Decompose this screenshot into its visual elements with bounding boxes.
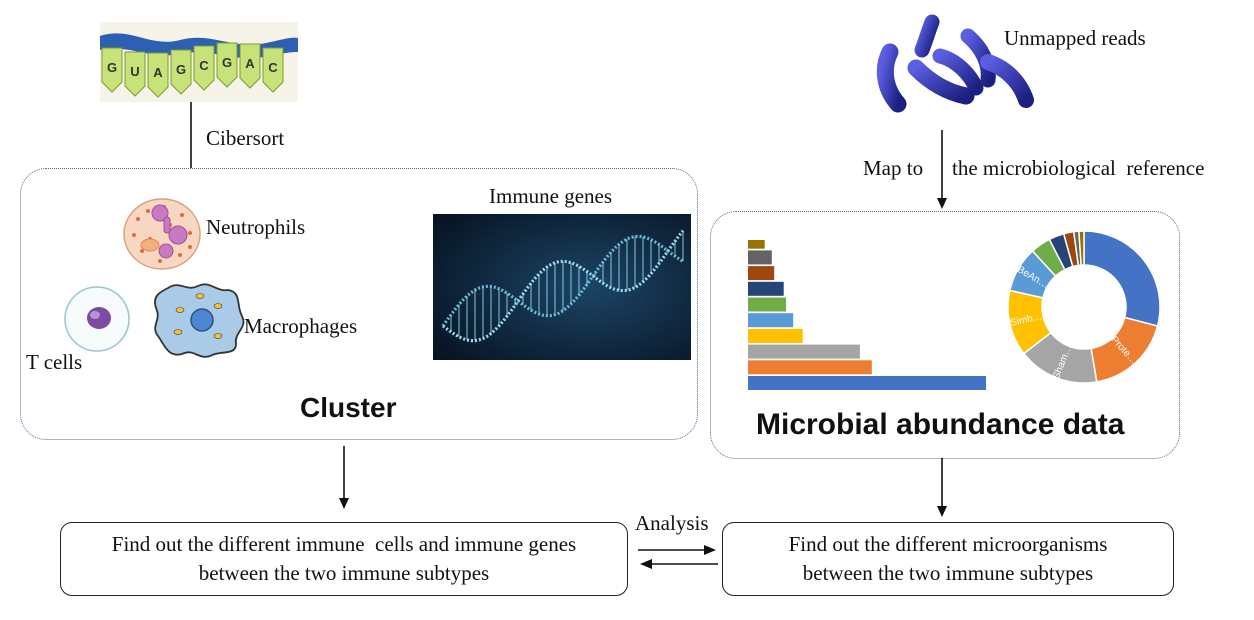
- bacteria-icon: [876, 14, 1034, 113]
- svg-text:G: G: [222, 55, 232, 70]
- donut-slice-9: [1078, 230, 1085, 266]
- rna-base-4: C: [193, 45, 215, 91]
- arrow-map-to: [937, 130, 947, 209]
- t-cells-label: T cells: [26, 350, 83, 374]
- svg-text:A: A: [153, 65, 163, 80]
- svg-text:C: C: [199, 58, 209, 73]
- immune-genes-label: Immune genes: [489, 184, 613, 208]
- macrophage-icon: [154, 283, 245, 358]
- svg-text:U: U: [130, 64, 139, 79]
- bar-2: [748, 344, 860, 359]
- rna-base-7: C: [262, 47, 284, 93]
- bar-0: [748, 376, 986, 390]
- reference-label: the microbiological reference: [952, 156, 1205, 180]
- bar-4: [748, 313, 794, 328]
- unmapped-reads-label: Unmapped reads: [1004, 26, 1146, 50]
- bar-6: [748, 281, 784, 296]
- svg-text:G: G: [176, 62, 186, 77]
- svg-text:G: G: [107, 60, 117, 75]
- arrow-cluster-to-result: [339, 446, 349, 509]
- neutrophil-icon: [123, 198, 201, 270]
- t-cell-icon: [64, 286, 130, 352]
- cluster-title: Cluster: [300, 392, 397, 423]
- donut-slice-0: [1083, 230, 1161, 327]
- neutrophils-label: Neutrophils: [206, 215, 306, 239]
- result-immune-line1: Find out the different immune cells and …: [111, 532, 577, 556]
- rna-base-0: G: [101, 47, 123, 93]
- bar-9: [748, 240, 765, 249]
- abundance-bar-chart: [748, 240, 986, 390]
- rna-base-2: A: [147, 52, 169, 98]
- result-immune-box: Find out the different immune cells and …: [60, 522, 628, 596]
- abundance-donut-chart: Prote…Sham…Simb…BeAn…: [1007, 230, 1161, 384]
- rna-base-5: G: [216, 42, 238, 88]
- rna-base-3: G: [170, 49, 192, 95]
- rna-base-1: U: [124, 51, 146, 97]
- result-immune-line2: between the two immune subtypes: [198, 561, 490, 585]
- analysis-double-arrow: [638, 545, 718, 569]
- map-to-label: Map to: [863, 156, 924, 180]
- dna-helix-image: [433, 214, 691, 360]
- result-microbe-box: Find out the different microorganisms be…: [722, 522, 1174, 596]
- cibersort-label: Cibersort: [206, 126, 285, 150]
- result-microbe-line1: Find out the different microorganisms: [788, 532, 1108, 556]
- microbial-title: Microbial abundance data: [756, 408, 1125, 441]
- bar-5: [748, 297, 787, 312]
- bar-1: [748, 360, 872, 375]
- rna-base-6: A: [239, 43, 261, 89]
- result-microbe-line2: between the two immune subtypes: [802, 561, 1094, 585]
- analysis-label: Analysis: [635, 511, 709, 535]
- svg-text:A: A: [245, 56, 255, 71]
- macrophages-label: Macrophages: [244, 314, 358, 338]
- bar-8: [748, 250, 772, 265]
- arrow-microbial-to-result: [937, 458, 947, 517]
- bar-7: [748, 266, 775, 281]
- svg-text:C: C: [268, 60, 278, 75]
- bar-3: [748, 328, 803, 343]
